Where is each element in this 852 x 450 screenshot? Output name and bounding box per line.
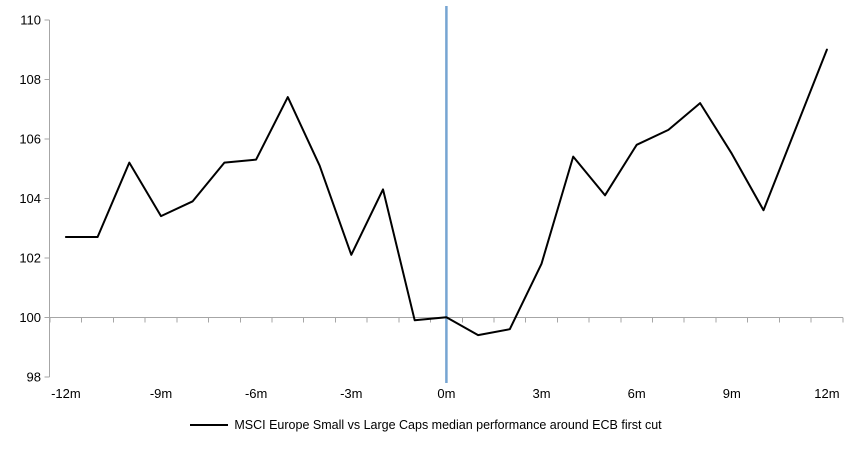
y-axis-label: 98: [27, 369, 41, 384]
x-axis-label: -12m: [51, 386, 81, 401]
x-axis-label: -3m: [340, 386, 362, 401]
legend: MSCI Europe Small vs Large Caps median p…: [0, 418, 852, 432]
y-axis-label: 100: [19, 310, 41, 325]
y-axis-label: 104: [19, 191, 41, 206]
x-axis-label: 12m: [814, 386, 839, 401]
x-axis-label: -6m: [245, 386, 267, 401]
legend-line-sample: [190, 424, 229, 426]
y-axis-label: 110: [20, 12, 41, 27]
y-axis-label: 108: [19, 72, 41, 87]
x-axis-label: 9m: [723, 386, 741, 401]
x-axis-label: 6m: [628, 386, 646, 401]
legend-label: MSCI Europe Small vs Large Caps median p…: [234, 418, 662, 432]
x-axis-label: 3m: [532, 386, 550, 401]
data-series-line: [64, 48, 828, 337]
x-axis-label: 0m: [437, 386, 455, 401]
y-axis-label: 102: [19, 250, 41, 265]
x-axis-label: -9m: [150, 386, 172, 401]
y-axis-label: 106: [19, 131, 41, 146]
